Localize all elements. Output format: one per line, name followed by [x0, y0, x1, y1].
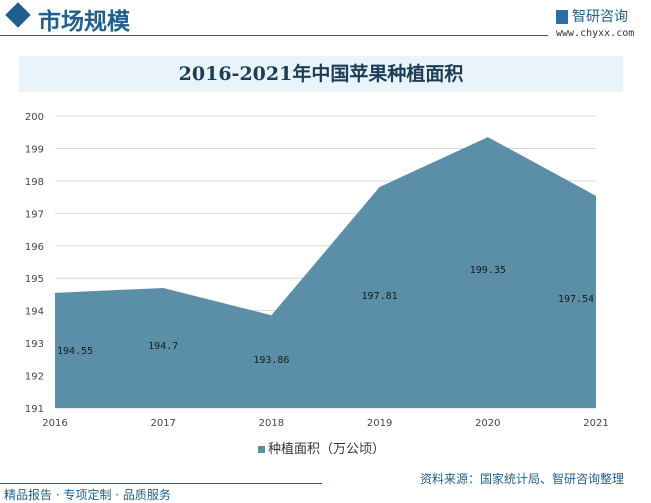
source-note: 资料来源：国家统计局、智研咨询整理 — [420, 472, 625, 486]
legend-label: 种植面积（万公顷） — [268, 442, 386, 457]
y-tick-label: 192 — [25, 372, 44, 383]
brand-logo: 智研咨询 — [556, 6, 628, 26]
section-title: 市场规模 — [38, 8, 130, 35]
area-series — [55, 137, 596, 409]
y-tick-label: 200 — [25, 112, 44, 123]
y-tick-label: 199 — [25, 144, 44, 155]
y-tick-label: 194 — [25, 307, 44, 318]
legend: 种植面积（万公顷） — [258, 438, 385, 457]
logo-text: 智研咨询 — [572, 9, 628, 25]
x-tick-label: 2020 — [475, 418, 500, 429]
chart-title: 2016-2021年中国苹果种植面积 — [19, 56, 623, 92]
logo-icon — [556, 10, 568, 24]
x-tick-label: 2019 — [367, 418, 392, 429]
footer-tagline: 精品报告 · 专项定制 · 品质服务 — [4, 488, 171, 502]
y-tick-label: 197 — [25, 209, 44, 220]
data-label: 197.54 — [558, 294, 594, 305]
y-tick-label: 195 — [25, 274, 44, 285]
y-tick-label: 193 — [25, 339, 44, 350]
data-label: 197.81 — [362, 291, 398, 302]
legend-swatch — [258, 446, 265, 453]
x-tick-label: 2017 — [150, 418, 175, 429]
data-label: 194.7 — [148, 341, 178, 352]
data-label: 194.55 — [57, 346, 93, 357]
data-label: 199.35 — [470, 265, 506, 276]
x-tick-label: 2018 — [259, 418, 284, 429]
y-tick-label: 196 — [25, 242, 44, 253]
x-tick-label: 2016 — [42, 418, 67, 429]
header-divider — [0, 35, 548, 36]
y-tick-label: 198 — [25, 177, 44, 188]
y-tick-label: 191 — [25, 404, 44, 415]
data-label: 193.86 — [253, 355, 289, 366]
x-tick-label: 2021 — [583, 418, 608, 429]
site-url: www.chyxx.com — [556, 28, 635, 39]
footer-divider — [0, 483, 322, 484]
